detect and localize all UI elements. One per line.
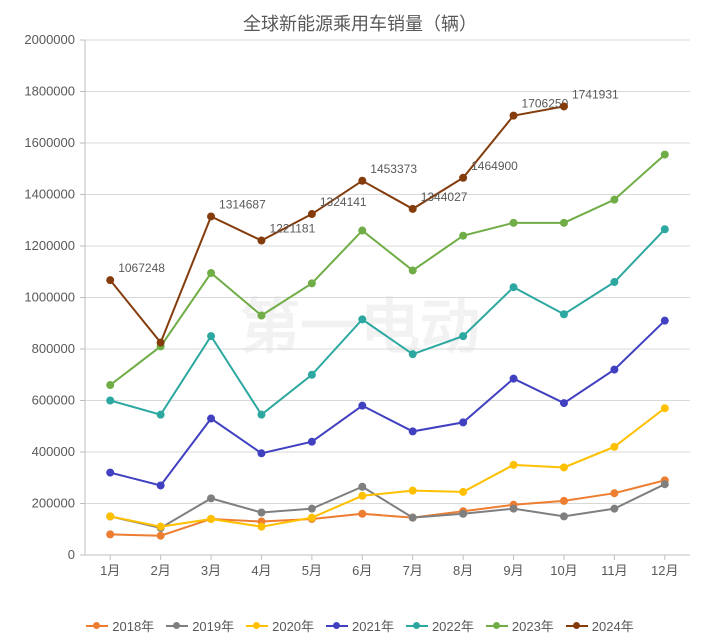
legend-label: 2020年 <box>272 616 314 635</box>
legend-item-2022年: 2022年 <box>406 616 474 635</box>
data-label: 1464900 <box>471 159 518 173</box>
svg-text:200000: 200000 <box>32 496 75 511</box>
svg-text:7月: 7月 <box>403 563 423 578</box>
legend-label: 2024年 <box>592 616 634 635</box>
svg-text:800000: 800000 <box>32 341 75 356</box>
series-2021年 <box>106 317 669 490</box>
svg-text:6月: 6月 <box>352 563 372 578</box>
chart-container: 全球新能源乘用车销量（辆） 第一电动 020000040000060000080… <box>0 0 720 643</box>
svg-text:1600000: 1600000 <box>24 135 75 150</box>
svg-text:1200000: 1200000 <box>24 238 75 253</box>
legend-marker <box>166 625 188 627</box>
legend-marker <box>246 625 268 627</box>
data-label: 1741931 <box>572 87 619 101</box>
svg-text:1400000: 1400000 <box>24 187 75 202</box>
svg-text:600000: 600000 <box>32 393 75 408</box>
svg-text:3月: 3月 <box>201 563 221 578</box>
series-2020年 <box>106 404 669 530</box>
svg-text:10月: 10月 <box>550 563 577 578</box>
legend-item-2024年: 2024年 <box>566 616 634 635</box>
legend-label: 2022年 <box>432 616 474 635</box>
svg-text:1000000: 1000000 <box>24 290 75 305</box>
legend-label: 2018年 <box>112 616 154 635</box>
chart-title: 全球新能源乘用车销量（辆） <box>0 10 720 36</box>
data-label: 1067248 <box>118 261 165 275</box>
svg-text:1800000: 1800000 <box>24 84 75 99</box>
legend-marker <box>566 625 588 627</box>
legend-label: 2023年 <box>512 616 554 635</box>
svg-text:1月: 1月 <box>100 563 120 578</box>
series-2019年 <box>106 480 669 532</box>
svg-text:2月: 2月 <box>151 563 171 578</box>
plot-area: 0200000400000600000800000100000012000001… <box>85 40 700 580</box>
legend-marker <box>486 625 508 627</box>
legend-marker <box>406 625 428 627</box>
legend-item-2023年: 2023年 <box>486 616 554 635</box>
legend-item-2020年: 2020年 <box>246 616 314 635</box>
data-label: 1453373 <box>370 162 417 176</box>
svg-text:5月: 5月 <box>302 563 322 578</box>
legend-marker <box>86 625 108 627</box>
svg-text:9月: 9月 <box>503 563 523 578</box>
data-label: 1324141 <box>320 195 367 209</box>
chart-svg: 0200000400000600000800000100000012000001… <box>85 40 700 580</box>
svg-text:4月: 4月 <box>251 563 271 578</box>
svg-text:12月: 12月 <box>651 563 678 578</box>
data-label: 1221181 <box>269 222 315 236</box>
legend-item-2018年: 2018年 <box>86 616 154 635</box>
svg-text:8月: 8月 <box>453 563 473 578</box>
legend-marker <box>326 625 348 627</box>
data-label: 1344027 <box>421 190 468 204</box>
series-2018年 <box>106 476 669 539</box>
data-label: 1314687 <box>219 197 266 211</box>
svg-text:400000: 400000 <box>32 444 75 459</box>
svg-text:0: 0 <box>68 547 75 562</box>
legend-label: 2019年 <box>192 616 234 635</box>
svg-text:11月: 11月 <box>601 563 628 578</box>
legend-item-2019年: 2019年 <box>166 616 234 635</box>
svg-text:2000000: 2000000 <box>24 32 75 47</box>
legend-item-2021年: 2021年 <box>326 616 394 635</box>
legend-label: 2021年 <box>352 616 394 635</box>
legend: 2018年 2019年 2020年 2021年 2022年 2023年 2024年 <box>0 615 720 636</box>
series-2024年: 1067248 13146871221181 1324141 1453373 13440… <box>106 87 619 346</box>
